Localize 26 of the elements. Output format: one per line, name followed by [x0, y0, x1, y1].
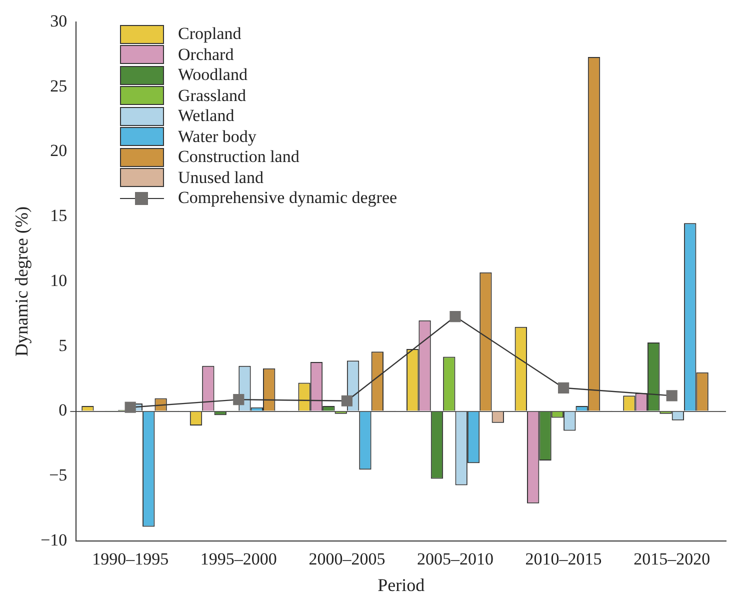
legend-label: Comprehensive dynamic degree: [178, 188, 398, 208]
x-tick-label: 2010–2015: [525, 550, 602, 569]
legend-label: Cropland: [178, 24, 242, 44]
legend-label: Wetland: [178, 106, 234, 126]
y-tick-label: 10: [50, 270, 68, 290]
y-axis-title: Dynamic degree (%): [12, 206, 32, 356]
y-tick-label: −5: [49, 466, 68, 485]
x-tick-label: 1990–1995: [92, 550, 169, 569]
x-tick-label: 2005–2010: [416, 550, 494, 569]
y-tick-label: 15: [50, 206, 68, 226]
y-tick-label: −10: [40, 530, 68, 550]
legend-label: Construction land: [178, 147, 300, 168]
x-tick-label: 2000–2005: [308, 550, 386, 569]
legend-label: Grassland: [178, 86, 246, 106]
y-tick-label: 25: [50, 76, 68, 96]
y-tick-label: 5: [58, 336, 68, 355]
x-tick-label: 1995–2000: [200, 550, 277, 569]
x-tick-label: 2015–2020: [634, 550, 710, 569]
legend-label: Water body: [178, 126, 256, 147]
legend-label: Orchard: [178, 44, 234, 65]
y-tick-label: 20: [50, 141, 68, 160]
y-tick-label: 0: [58, 400, 68, 420]
legend-label: Woodland: [178, 65, 248, 86]
y-tick-label: 30: [50, 11, 68, 30]
x-axis-title: Period: [378, 574, 425, 595]
legend-label: Unused land: [178, 168, 264, 188]
